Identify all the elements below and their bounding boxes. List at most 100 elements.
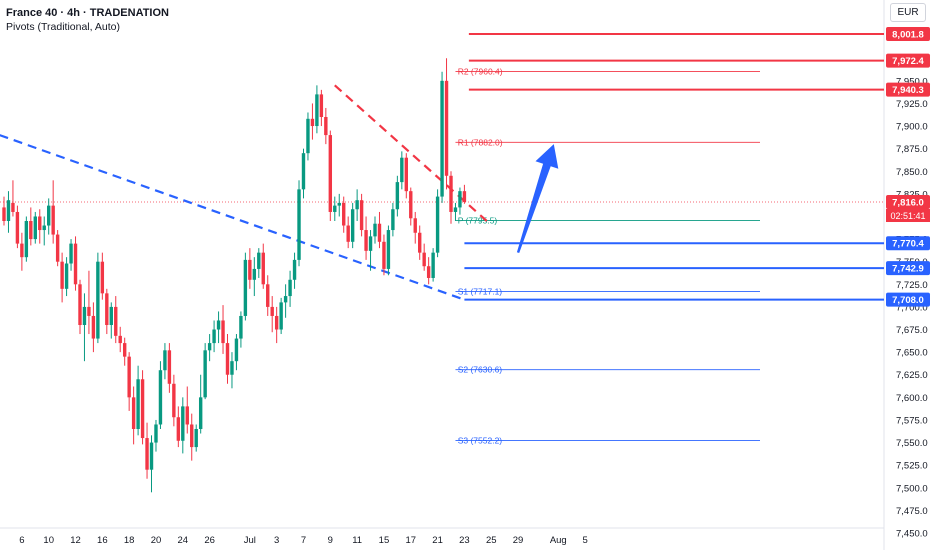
candle-body [42, 225, 46, 231]
resistance-badge [886, 82, 930, 97]
candle-body [422, 252, 426, 267]
price-tick-label: 7,675.0 [896, 325, 928, 336]
time-tick-label: 18 [124, 535, 135, 546]
candle-body [444, 80, 449, 176]
price-tick-label: 7,550.0 [896, 438, 928, 449]
candle-body [350, 209, 355, 242]
candle-body [167, 350, 172, 384]
candle-body [185, 406, 189, 425]
candle-body [283, 296, 288, 303]
candle-body [440, 80, 444, 197]
resistance-badge-text: 8,001.8 [892, 29, 924, 40]
candle-body [230, 361, 234, 375]
time-tick-label: 23 [459, 535, 470, 546]
time-tick-label: 12 [70, 535, 81, 546]
price-tick-label: 7,925.0 [896, 99, 928, 110]
price-tick-label: 7,500.0 [896, 483, 928, 494]
candle-body [449, 175, 453, 212]
time-tick-label: 16 [97, 535, 108, 546]
price-tick-label: 7,825.0 [896, 189, 928, 200]
candle-body [212, 329, 216, 344]
support-badge-text: 7,708.0 [892, 295, 924, 306]
candle-body [435, 196, 440, 253]
candle-body [342, 202, 346, 226]
pivot-label: S1 (7717.1) [458, 286, 503, 296]
resistance-badge [886, 53, 930, 68]
time-axis: 6 10 12 16 18 20 24 26 Jul 3 7 9 11 15 17 21 23 25 29 Aug 5 [19, 535, 588, 546]
candle-body [355, 200, 359, 210]
candle-body [20, 243, 24, 258]
currency-badge[interactable]: EUR [890, 3, 926, 22]
price-tick-label: 7,725.0 [896, 280, 928, 291]
time-tick-label: 29 [513, 535, 524, 546]
candle-body [431, 252, 435, 278]
candle-body [105, 293, 109, 325]
candle-body [391, 209, 395, 231]
candle-body [418, 232, 422, 253]
candle-body [324, 117, 328, 136]
time-tick-label: 24 [178, 535, 189, 546]
price-tick-label: 7,950.0 [896, 76, 928, 87]
candle-body [122, 343, 127, 357]
resistance-badge-text: 7,972.4 [892, 56, 924, 67]
time-tick-label: 7 [301, 535, 306, 546]
candle-body [100, 261, 105, 294]
candle-body [333, 205, 337, 212]
price-badges: 8,001.8 7,972.4 7,940.3 7,770.4 7,742.9 7,708… [886, 26, 930, 307]
time-tick-label: 9 [328, 535, 333, 546]
candle-body [51, 205, 55, 235]
time-tick-label: Jul [244, 535, 256, 546]
candle-body [462, 191, 467, 203]
candle-body [377, 223, 382, 242]
pivot-label: R1 (7882.0) [458, 137, 503, 147]
candle-body [319, 94, 324, 117]
candles [2, 58, 467, 493]
candle-body [11, 202, 15, 212]
candle-body [158, 370, 163, 425]
time-tick-label: 5 [582, 535, 587, 546]
candle-body [346, 225, 350, 242]
key-levels [464, 32, 884, 301]
price-axis: 8,000.07,975.07,950.07,925.07,900.07,875… [896, 31, 928, 539]
resistance-badge [886, 26, 930, 41]
pivot-label: R2 (7960.4) [458, 66, 503, 76]
candle-body [82, 306, 87, 325]
candle-body [154, 424, 158, 443]
candle-body [140, 379, 145, 439]
price-tick-label: 7,650.0 [896, 348, 928, 359]
candle-body [453, 207, 458, 212]
time-tick-label: 21 [432, 535, 443, 546]
price-tick-label: 7,600.0 [896, 393, 928, 404]
candle-body [15, 211, 20, 244]
candle-body [29, 221, 33, 240]
candle-body [60, 261, 64, 289]
symbol-title[interactable]: France 40 · 4h · TRADENATION [6, 7, 169, 19]
indicator-label[interactable]: Pivots (Traditional, Auto) [6, 21, 120, 33]
time-tick-label: 11 [352, 535, 362, 546]
candle-body [252, 268, 257, 280]
candle-body [292, 259, 297, 280]
time-tick-label: 26 [204, 535, 215, 546]
candle-body [198, 397, 203, 429]
current-price-badge-countdown: 02:51:41 [890, 211, 925, 221]
price-tick-label: 7,450.0 [896, 529, 928, 540]
candle-body [190, 424, 194, 448]
pivot-label: P (7795.5) [458, 216, 498, 226]
candle-body [368, 236, 373, 251]
candle-body [270, 306, 274, 316]
time-tick-label: 17 [405, 535, 416, 546]
price-tick-label: 7,625.0 [896, 370, 928, 381]
candle-body [243, 259, 248, 316]
price-tick-label: 7,700.0 [896, 302, 928, 313]
candle-body [114, 306, 118, 336]
candle-body [234, 338, 239, 362]
candle-body [373, 223, 377, 237]
time-tick-label: 3 [274, 535, 279, 546]
candle-body [261, 252, 265, 285]
candle-body [55, 234, 60, 262]
price-tick-label: 7,525.0 [896, 461, 928, 472]
candle-body [288, 279, 292, 297]
candle-body [274, 315, 279, 330]
candle-body [400, 157, 404, 183]
